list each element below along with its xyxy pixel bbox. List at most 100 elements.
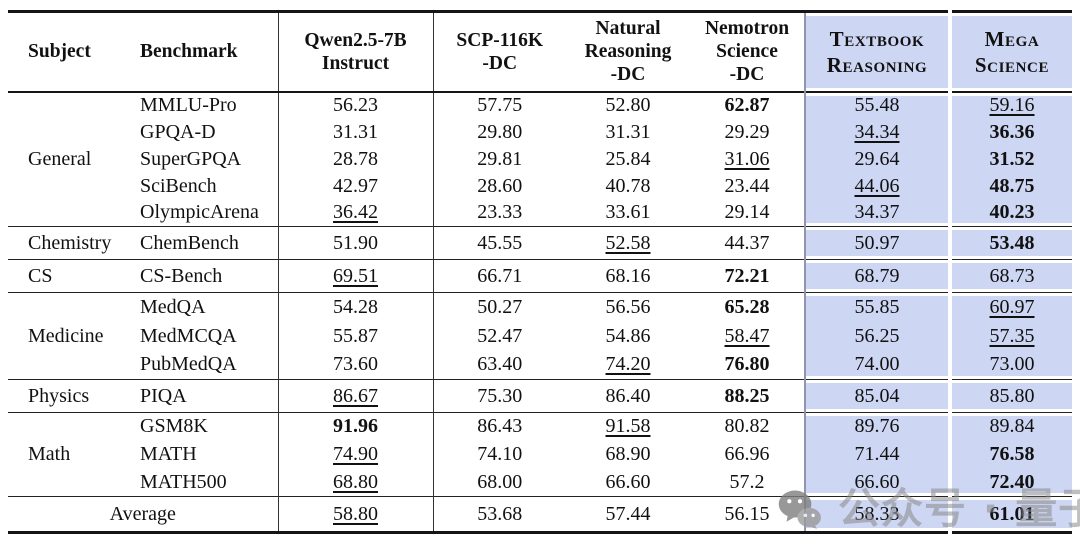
subject-cell: CS (28, 264, 53, 287)
value-cell: 68.00 (432, 468, 566, 497)
table-row: MATH500 68.80 68.00 66.60 57.2 66.60 72.40 (8, 468, 1072, 497)
value-cell: 34.34 (804, 118, 950, 146)
value-cell: 23.33 (432, 199, 566, 227)
benchmark-cell: SciBench (140, 174, 217, 197)
value-cell: 25.84 (605, 147, 651, 170)
table-row: Medicine MedQA 54.28 50.27 56.56 65.28 55.85 60… (8, 292, 1072, 347)
value-cell: 52.80 (605, 94, 651, 116)
value-cell: 73.00 (948, 350, 1072, 380)
subject-cell: Medicine (28, 324, 104, 347)
value-cell: 74.90 (277, 440, 433, 469)
average-section: Average 58.80 53.68 57.44 56.15 58.33 61.01 (8, 496, 1072, 533)
value-cell: 31.31 (277, 118, 433, 146)
value-cell: 29.29 (724, 120, 770, 143)
value-cell: 42.97 (277, 172, 433, 200)
value-cell: 36.36 (948, 118, 1072, 146)
value-cell: 29.14 (724, 201, 770, 224)
table-row: SciBench 42.97 28.60 40.78 23.44 44.06 48.75 (8, 172, 1072, 200)
value-cell: 57.35 (948, 321, 1072, 351)
value-cell: 85.04 (804, 379, 950, 413)
value-cell: 61.01 (948, 496, 1072, 533)
column-header-subject: Subject (28, 41, 91, 63)
table-row: OlympicArena 36.42 23.33 33.61 29.14 34.37 40.… (8, 199, 1072, 227)
subject-cell: Physics (28, 384, 90, 407)
value-cell: 48.75 (948, 172, 1072, 200)
value-cell: 91.58 (605, 415, 651, 438)
column-header-nemotron-science: Nemotron Science -DC (704, 18, 790, 86)
section-chemistry: Chemistry ChemBench 51.90 45.55 52.58 44.37 50… (8, 226, 1072, 260)
value-cell: 55.48 (804, 91, 950, 119)
value-cell: 76.80 (724, 353, 770, 376)
benchmark-results-table-wrap: Subject Benchmark Qwen2.5-7B Instruct SC… (8, 10, 1072, 534)
value-cell: 65.28 (724, 295, 770, 318)
value-cell: 72.40 (948, 468, 1072, 497)
benchmark-cell: PIQA (140, 384, 187, 407)
column-header-scp116k: SCP-116K -DC (432, 11, 566, 92)
value-cell: 58.33 (804, 496, 950, 533)
value-cell: 33.61 (605, 201, 651, 224)
benchmark-cell: MedMCQA (140, 324, 237, 347)
value-cell: 54.28 (277, 292, 433, 322)
benchmark-cell: MATH500 (140, 470, 227, 493)
value-cell: 45.55 (432, 226, 566, 260)
benchmark-cell: GSM8K (140, 415, 208, 438)
benchmark-cell: MedQA (140, 295, 206, 318)
value-cell: 50.27 (432, 292, 566, 322)
benchmark-cell: CS-Bench (140, 264, 223, 287)
value-cell: 89.76 (804, 412, 950, 441)
value-cell: 75.30 (432, 379, 566, 413)
column-header-natural-reasoning: Natural Reasoning -DC (584, 18, 672, 86)
benchmark-cell: OlympicArena (140, 201, 259, 224)
table-header: Subject Benchmark Qwen2.5-7B Instruct SC… (8, 11, 1072, 92)
value-cell: 71.44 (804, 440, 950, 469)
column-header-textbook-reasoning: Textbook Reasoning (804, 11, 950, 92)
average-label: Average (109, 502, 176, 525)
value-cell: 23.44 (724, 174, 770, 197)
value-cell: 88.25 (724, 384, 770, 407)
value-cell: 66.71 (432, 259, 566, 293)
value-cell: 60.97 (948, 292, 1072, 322)
average-row: Average 58.80 53.68 57.44 56.15 58.33 61.01 (8, 496, 1072, 533)
value-cell: 58.80 (277, 496, 433, 533)
value-cell: 72.21 (724, 264, 770, 287)
value-cell: 55.85 (804, 292, 950, 322)
value-cell: 62.87 (724, 94, 770, 116)
subject-cell: General (28, 147, 92, 170)
column-header-mega-science: Mega Science (948, 11, 1072, 92)
value-cell: 85.80 (948, 379, 1072, 413)
value-cell: 29.80 (432, 118, 566, 146)
value-cell: 56.15 (724, 502, 770, 525)
value-cell: 58.47 (724, 324, 770, 347)
value-cell: 80.82 (724, 415, 770, 438)
benchmark-results-table: Subject Benchmark Qwen2.5-7B Instruct SC… (8, 10, 1072, 534)
value-cell: 86.43 (432, 412, 566, 441)
column-header-benchmark: Benchmark (140, 41, 238, 63)
value-cell: 56.23 (277, 91, 433, 119)
value-cell: 50.97 (804, 226, 950, 260)
value-cell: 76.58 (948, 440, 1072, 469)
benchmark-cell: MMLU-Pro (140, 94, 237, 116)
value-cell: 29.81 (432, 145, 566, 173)
value-cell: 40.78 (605, 174, 651, 197)
value-cell: 57.2 (729, 470, 765, 493)
section-physics: Physics PIQA 86.67 75.30 86.40 88.25 85.04 85.8… (8, 379, 1072, 413)
value-cell: 52.47 (432, 321, 566, 351)
section-medicine: Medicine MedQA 54.28 50.27 56.56 65.28 55.85 60… (8, 292, 1072, 380)
value-cell: 66.60 (804, 468, 950, 497)
table-row: GPQA-D 31.31 29.80 31.31 29.29 34.34 36.36 (8, 118, 1072, 146)
table-row: Chemistry ChemBench 51.90 45.55 52.58 44.37 50… (8, 226, 1072, 260)
value-cell: 28.78 (277, 145, 433, 173)
benchmark-cell: MATH (140, 443, 197, 465)
value-cell: 40.23 (948, 199, 1072, 227)
section-general: General MMLU-Pro 56.23 57.75 52.80 62.87 55.48… (8, 91, 1072, 227)
column-header-qwen: Qwen2.5-7B Instruct (277, 11, 433, 92)
table-row: Physics PIQA 86.67 75.30 86.40 88.25 85.04 85.8… (8, 379, 1072, 413)
value-cell: 86.40 (605, 384, 651, 407)
value-cell: 69.51 (277, 259, 433, 293)
value-cell: 57.44 (605, 502, 651, 525)
value-cell: 66.60 (605, 470, 651, 493)
value-cell: 28.60 (432, 172, 566, 200)
table-row: MedMCQA 55.87 52.47 54.86 58.47 56.25 57.35 (8, 321, 1072, 351)
value-cell: 54.86 (605, 324, 651, 347)
value-cell: 36.42 (277, 199, 433, 227)
